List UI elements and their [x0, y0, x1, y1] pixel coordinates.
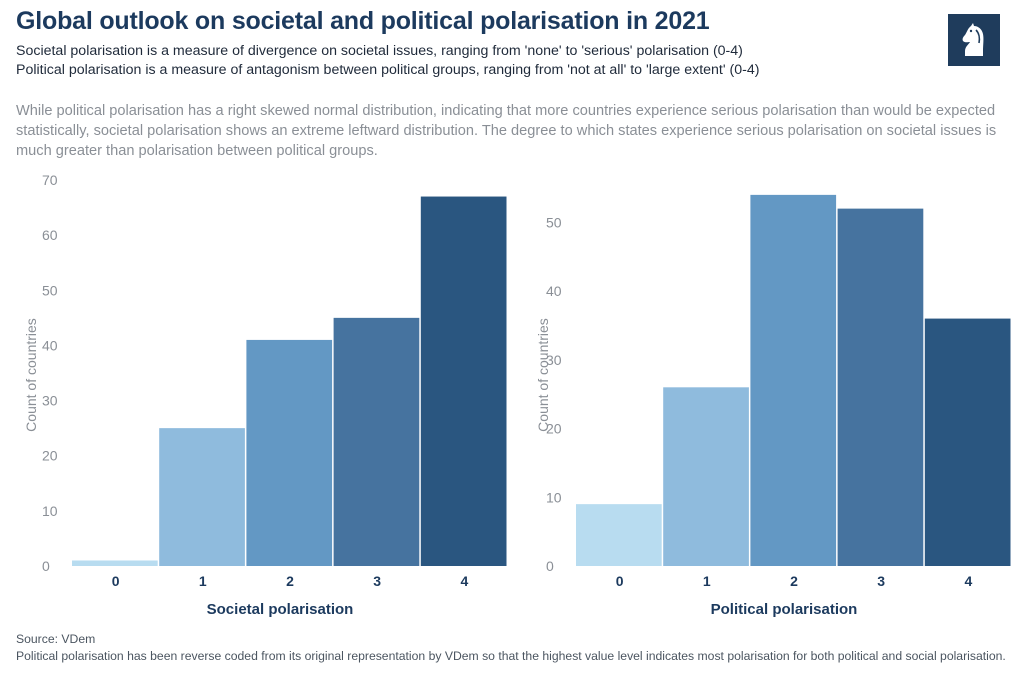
political-x-tick-label: 2	[790, 573, 798, 589]
societal-y-tick-label: 70	[42, 172, 58, 188]
societal-x-axis-label: Societal polarisation	[207, 601, 354, 618]
political-y-tick-label: 40	[546, 283, 562, 299]
political-bar-2	[750, 194, 837, 566]
societal-x-tick-label: 4	[461, 573, 469, 589]
societal-y-tick-label: 60	[42, 227, 58, 243]
horse-chess-knight-logo-icon	[948, 14, 1000, 66]
societal-y-tick-label: 40	[42, 337, 58, 353]
subtitle-political: Political polarisation is a measure of a…	[16, 62, 760, 78]
societal-y-tick-label: 0	[42, 558, 50, 574]
political-y-axis-label: Count of countries	[535, 318, 551, 432]
political-y-tick-label: 20	[546, 421, 562, 437]
societal-y-tick-label: 20	[42, 448, 58, 464]
source-note: Source: VDem	[16, 632, 96, 646]
societal-bar-2	[246, 339, 333, 566]
societal-x-tick-label: 2	[286, 573, 294, 589]
societal-y-tick-label: 30	[42, 393, 58, 409]
political-y-tick-label: 50	[546, 214, 562, 230]
societal-y-axis-label: Count of countries	[23, 318, 39, 432]
political-bar-3	[837, 208, 924, 567]
subtitle-societal: Societal polarisation is a measure of di…	[16, 43, 743, 59]
chart-description: While political polarisation has a right…	[16, 103, 997, 159]
political-x-tick-label: 0	[616, 573, 624, 589]
political-x-tick-label: 4	[965, 573, 973, 589]
political-polarisation-chart: 0 10 20 30 40 50 0 1 2 3 4 Political polarisation Co…	[535, 194, 1011, 618]
political-y-tick-label: 10	[546, 489, 562, 505]
page-title: Global outlook on societal and political…	[16, 7, 710, 35]
societal-bar-0	[72, 560, 158, 566]
societal-polarisation-chart: 0 10 20 30 40 50 60 70 0 1 2 3 4 Societal polarisatio…	[23, 172, 507, 618]
political-x-tick-label: 1	[703, 573, 711, 589]
societal-bar-3	[333, 317, 420, 566]
political-y-tick-label: 30	[546, 352, 562, 368]
societal-y-tick-label: 10	[42, 503, 58, 519]
political-bar-0	[576, 504, 662, 566]
political-x-axis-label: Political polarisation	[711, 601, 858, 618]
political-bar-4	[924, 318, 1011, 566]
societal-x-tick-label: 3	[373, 573, 381, 589]
societal-x-tick-label: 0	[112, 573, 120, 589]
political-x-tick-label: 3	[877, 573, 885, 589]
societal-bar-4	[420, 196, 507, 567]
societal-y-tick-label: 50	[42, 282, 58, 298]
political-bar-1	[663, 387, 749, 566]
societal-bar-1	[159, 428, 245, 566]
political-y-tick-label: 0	[546, 558, 554, 574]
footnote: Political polarisation has been reverse …	[16, 649, 1006, 663]
societal-x-tick-label: 1	[199, 573, 207, 589]
